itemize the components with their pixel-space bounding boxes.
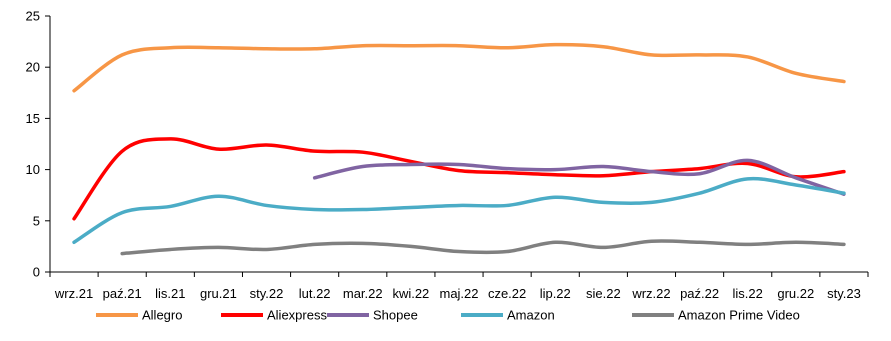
axes-layer — [49, 16, 868, 273]
x-tick-label: gru.22 — [777, 286, 814, 301]
legend-item-amazon: Amazon — [461, 308, 555, 323]
legend-label: Amazon — [507, 308, 555, 323]
y-tick-label: 0 — [33, 265, 40, 280]
series-line-amazon — [72, 176, 846, 245]
series-layer — [72, 42, 846, 256]
legend-label: Allegro — [142, 308, 182, 323]
series-line-amazon-prime-video — [120, 239, 846, 256]
x-tick-label: gru.21 — [200, 286, 237, 301]
y-tick-label: 10 — [26, 162, 40, 177]
x-tick-label: kwi.22 — [392, 286, 429, 301]
x-tick-label: lis.21 — [155, 286, 185, 301]
legend-label: Amazon Prime Video — [678, 308, 800, 323]
x-tick-label: wrz.22 — [631, 286, 670, 301]
x-tick-label: paź.22 — [680, 286, 719, 301]
x-tick-label: lut.22 — [299, 286, 331, 301]
x-tick-label: sty.22 — [250, 286, 284, 301]
x-tick-label: lis.22 — [733, 286, 763, 301]
x-tick-label: sie.22 — [586, 286, 621, 301]
x-tick-label: wrz.21 — [54, 286, 93, 301]
y-tick-label: 20 — [26, 60, 40, 75]
y-tick-label: 25 — [26, 9, 40, 24]
y-tick-label: 5 — [33, 213, 40, 228]
x-tick-label: lip.22 — [540, 286, 571, 301]
legend-item-allegro: Allegro — [96, 308, 182, 323]
x-tick-label: sty.23 — [827, 286, 861, 301]
legend-label: Shopee — [373, 308, 418, 323]
x-tick-label: maj.22 — [439, 286, 478, 301]
x-tick-label: mar.22 — [343, 286, 383, 301]
series-line-allegro — [72, 42, 846, 93]
series-line-aliexpress — [72, 137, 846, 221]
legend: Allegro Aliexpress Shopee Amazon Amazon Prim… — [96, 308, 800, 323]
x-tick-labels: wrz.21 paź.21 lis.21 gru.21 sty.22 lut.22 mar.… — [49, 272, 869, 301]
x-tick-label: paź.21 — [103, 286, 142, 301]
y-tick-labels: 0 5 10 15 20 25 — [26, 9, 50, 280]
legend-item-amazon-prime-video: Amazon Prime Video — [632, 308, 800, 323]
x-tick-label: cze.22 — [488, 286, 526, 301]
legend-label: Aliexpress — [267, 308, 327, 323]
legend-item-aliexpress: Aliexpress — [221, 308, 327, 323]
y-tick-label: 15 — [26, 111, 40, 126]
series-line-shopee — [312, 158, 846, 196]
legend-item-shopee: Shopee — [327, 308, 418, 323]
